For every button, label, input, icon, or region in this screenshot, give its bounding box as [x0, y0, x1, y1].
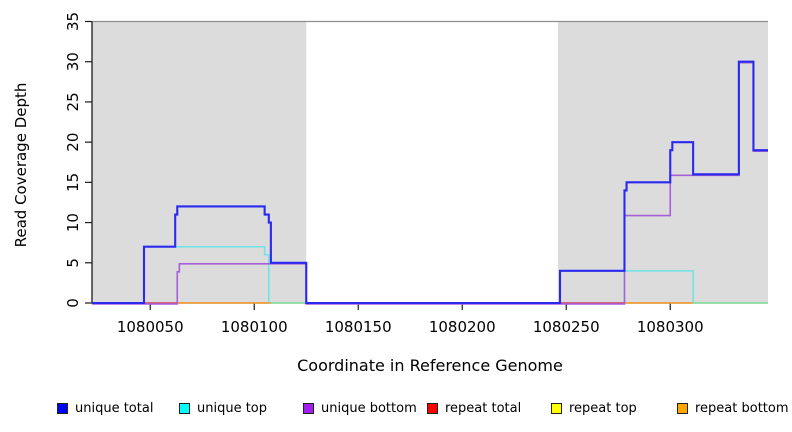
legend-item-repeat-bottom: repeat bottom	[677, 399, 789, 417]
legend-item-unique-bottom: unique bottom	[303, 399, 417, 417]
legend: unique total unique top unique bottom repea…	[0, 399, 792, 421]
shaded-region	[557, 21, 768, 303]
y-axis: 0 5 10 15 20 25 30 35	[64, 12, 93, 308]
legend-swatch-unique-total	[57, 402, 68, 414]
legend-swatch-repeat-total	[427, 402, 438, 414]
legend-swatch-repeat-top	[551, 402, 562, 414]
coverage-chart: 1080050 1080100 1080150 1080200 1080250 10803…	[64, 12, 768, 336]
x-axis-title: Coordinate in Reference Genome	[297, 356, 563, 375]
shaded-region	[92, 21, 307, 303]
legend-label: repeat bottom	[695, 400, 789, 416]
y-tick-label: 5	[64, 258, 82, 268]
legend-label: repeat top	[569, 400, 637, 416]
y-tick-label: 25	[64, 92, 82, 111]
y-tick-label: 15	[64, 173, 82, 192]
coverage-plot-svg: 1080050 1080100 1080150 1080200 1080250 10803…	[64, 12, 768, 336]
x-tick-label: 1080100	[221, 318, 288, 336]
y-tick-label: 20	[64, 133, 82, 152]
x-tick-label: 1080250	[533, 318, 600, 336]
x-tick-label: 1080200	[429, 318, 496, 336]
legend-item-unique-total: unique total	[57, 399, 153, 417]
y-tick-label: 35	[64, 12, 82, 31]
legend-item-repeat-top: repeat top	[551, 399, 637, 417]
series-line-unique-total	[92, 60, 768, 305]
x-axis: 1080050 1080100 1080150 1080200 1080250 10803…	[92, 302, 768, 336]
y-tick-label: 0	[64, 298, 82, 308]
series-unique-total	[92, 60, 768, 305]
y-tick-label: 10	[64, 213, 82, 232]
y-axis-title: Read Coverage Depth	[12, 82, 30, 248]
x-tick-label: 1080150	[325, 318, 392, 336]
legend-item-repeat-total: repeat total	[427, 399, 521, 417]
legend-label: unique bottom	[321, 400, 417, 416]
legend-swatch-unique-bottom	[303, 402, 314, 414]
x-tick-label: 1080300	[637, 318, 704, 336]
legend-swatch-repeat-bottom	[677, 402, 688, 414]
legend-item-unique-top: unique top	[179, 399, 267, 417]
legend-label: unique top	[197, 400, 268, 416]
y-tick-label: 30	[64, 52, 82, 71]
legend-label: repeat total	[445, 400, 522, 416]
legend-label: unique total	[75, 400, 154, 416]
legend-swatch-unique-top	[179, 402, 190, 414]
x-tick-label: 1080050	[117, 318, 184, 336]
